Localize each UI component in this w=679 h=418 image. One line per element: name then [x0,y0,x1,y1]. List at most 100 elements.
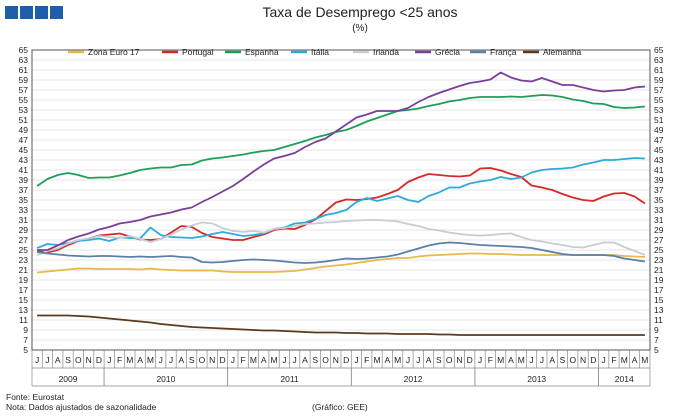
month-tick-label: M [250,355,257,365]
month-tick-label: J [416,355,420,365]
y-tick-label-right: 37 [654,185,664,195]
y-tick-label-right: 47 [654,135,664,145]
month-tick-label: S [189,355,195,365]
y-tick-label-left: 7 [23,335,28,345]
y-tick-label-right: 39 [654,175,664,185]
month-tick-label: M [394,355,401,365]
month-tick-label: A [549,355,555,365]
y-tick-label-left: 49 [19,125,29,135]
chart-credit: (Gráfico: GEE) [312,402,368,412]
series-line-franca [36,241,646,264]
year-label: 2010 [156,374,175,384]
month-tick-label: O [75,355,82,365]
y-tick-label-right: 31 [654,215,664,225]
y-tick-label-left: 43 [19,155,29,165]
month-tick-label: D [96,355,102,365]
y-tick-label-right: 19 [654,275,664,285]
month-tick-label: O [446,355,453,365]
y-tick-label-right: 63 [654,55,664,65]
y-tick-label-right: 57 [654,85,664,95]
y-tick-label-right: 23 [654,255,664,265]
y-tick-label-right: 29 [654,225,664,235]
y-tick-label-right: 41 [654,165,664,175]
y-tick-label-left: 61 [19,65,29,75]
chart-subtitle: (%) [352,23,368,34]
y-tick-label-right: 45 [654,145,664,155]
month-tick-label: M [126,355,133,365]
y-tick-label-right: 25 [654,245,664,255]
month-tick-label: M [518,355,525,365]
month-tick-label: J [231,355,235,365]
year-label: 2012 [404,374,423,384]
month-tick-label: O [322,355,329,365]
legend-label: França [490,47,517,57]
month-tick-label: O [569,355,576,365]
y-tick-label-right: 51 [654,115,664,125]
legend: Zona Euro 17 Portugal Espanha Itália Irlanda… [68,47,582,57]
month-tick-label: J [159,355,163,365]
y-tick-label-right: 9 [654,325,659,335]
logo-square [50,6,63,19]
y-tick-label-left: 55 [19,95,29,105]
month-tick-label: O [199,355,206,365]
y-tick-label-right: 65 [654,45,664,55]
y-tick-label-left: 63 [19,55,29,65]
y-tick-label-right: 33 [654,205,664,215]
y-tick-label-left: 17 [19,285,29,295]
month-tick-label: M [621,355,628,365]
month-tick-label: S [560,355,566,365]
series-line-alemanha [37,314,645,336]
y-tick-label-left: 25 [19,245,29,255]
logo-square [20,6,33,19]
month-tick-label: J [293,355,297,365]
month-tick-label: J [540,355,544,365]
y-tick-label-left: 13 [19,305,29,315]
month-tick-label: J [107,355,111,365]
month-tick-label: D [343,355,349,365]
series-line-espanha [36,94,645,187]
month-tick-label: A [632,355,638,365]
y-tick-label-left: 47 [19,135,29,145]
month-tick-label: A [426,355,432,365]
series-lines [36,71,646,336]
month-tick-label: F [241,355,246,365]
month-tick-label: F [611,355,616,365]
month-tick-label: J [602,355,606,365]
y-tick-label-right: 43 [654,155,664,165]
series-line-grecia [37,71,645,251]
month-tick-label: M [641,355,648,365]
y-tick-label-right: 27 [654,235,664,245]
month-tick-label: J [282,355,286,365]
month-tick-label: J [354,355,358,365]
y-tick-label-left: 21 [19,265,29,275]
y-tick-label-left: 45 [19,145,29,155]
month-tick-label: M [271,355,278,365]
chart-title: Taxa de Desemprego <25 anos [263,4,458,20]
month-tick-label: F [364,355,369,365]
month-tick-label: A [55,355,61,365]
y-tick-label-right: 17 [654,285,664,295]
y-tick-label-left: 53 [19,105,29,115]
y-tick-label-right: 21 [654,265,664,275]
month-tick-label: F [488,355,493,365]
y-tick-label-left: 23 [19,255,29,265]
y-tick-label-right: 5 [654,345,659,355]
month-tick-label: A [508,355,514,365]
month-tick-label: M [374,355,381,365]
y-tick-label-left: 33 [19,205,29,215]
month-tick-label: A [385,355,391,365]
year-label: 2013 [527,374,546,384]
legend-label: Zona Euro 17 [88,47,140,57]
y-tick-label-right: 11 [654,315,663,325]
y-tick-label-right: 55 [654,95,664,105]
y-tick-label-left: 11 [19,315,28,325]
month-tick-label: S [436,355,442,365]
y-tick-label-left: 9 [23,325,28,335]
y-tick-label-left: 57 [19,85,29,95]
legend-label: Grécia [435,47,460,57]
month-tick-label: S [65,355,71,365]
legend-label: Irlanda [373,47,399,57]
brand-logo [5,6,63,19]
